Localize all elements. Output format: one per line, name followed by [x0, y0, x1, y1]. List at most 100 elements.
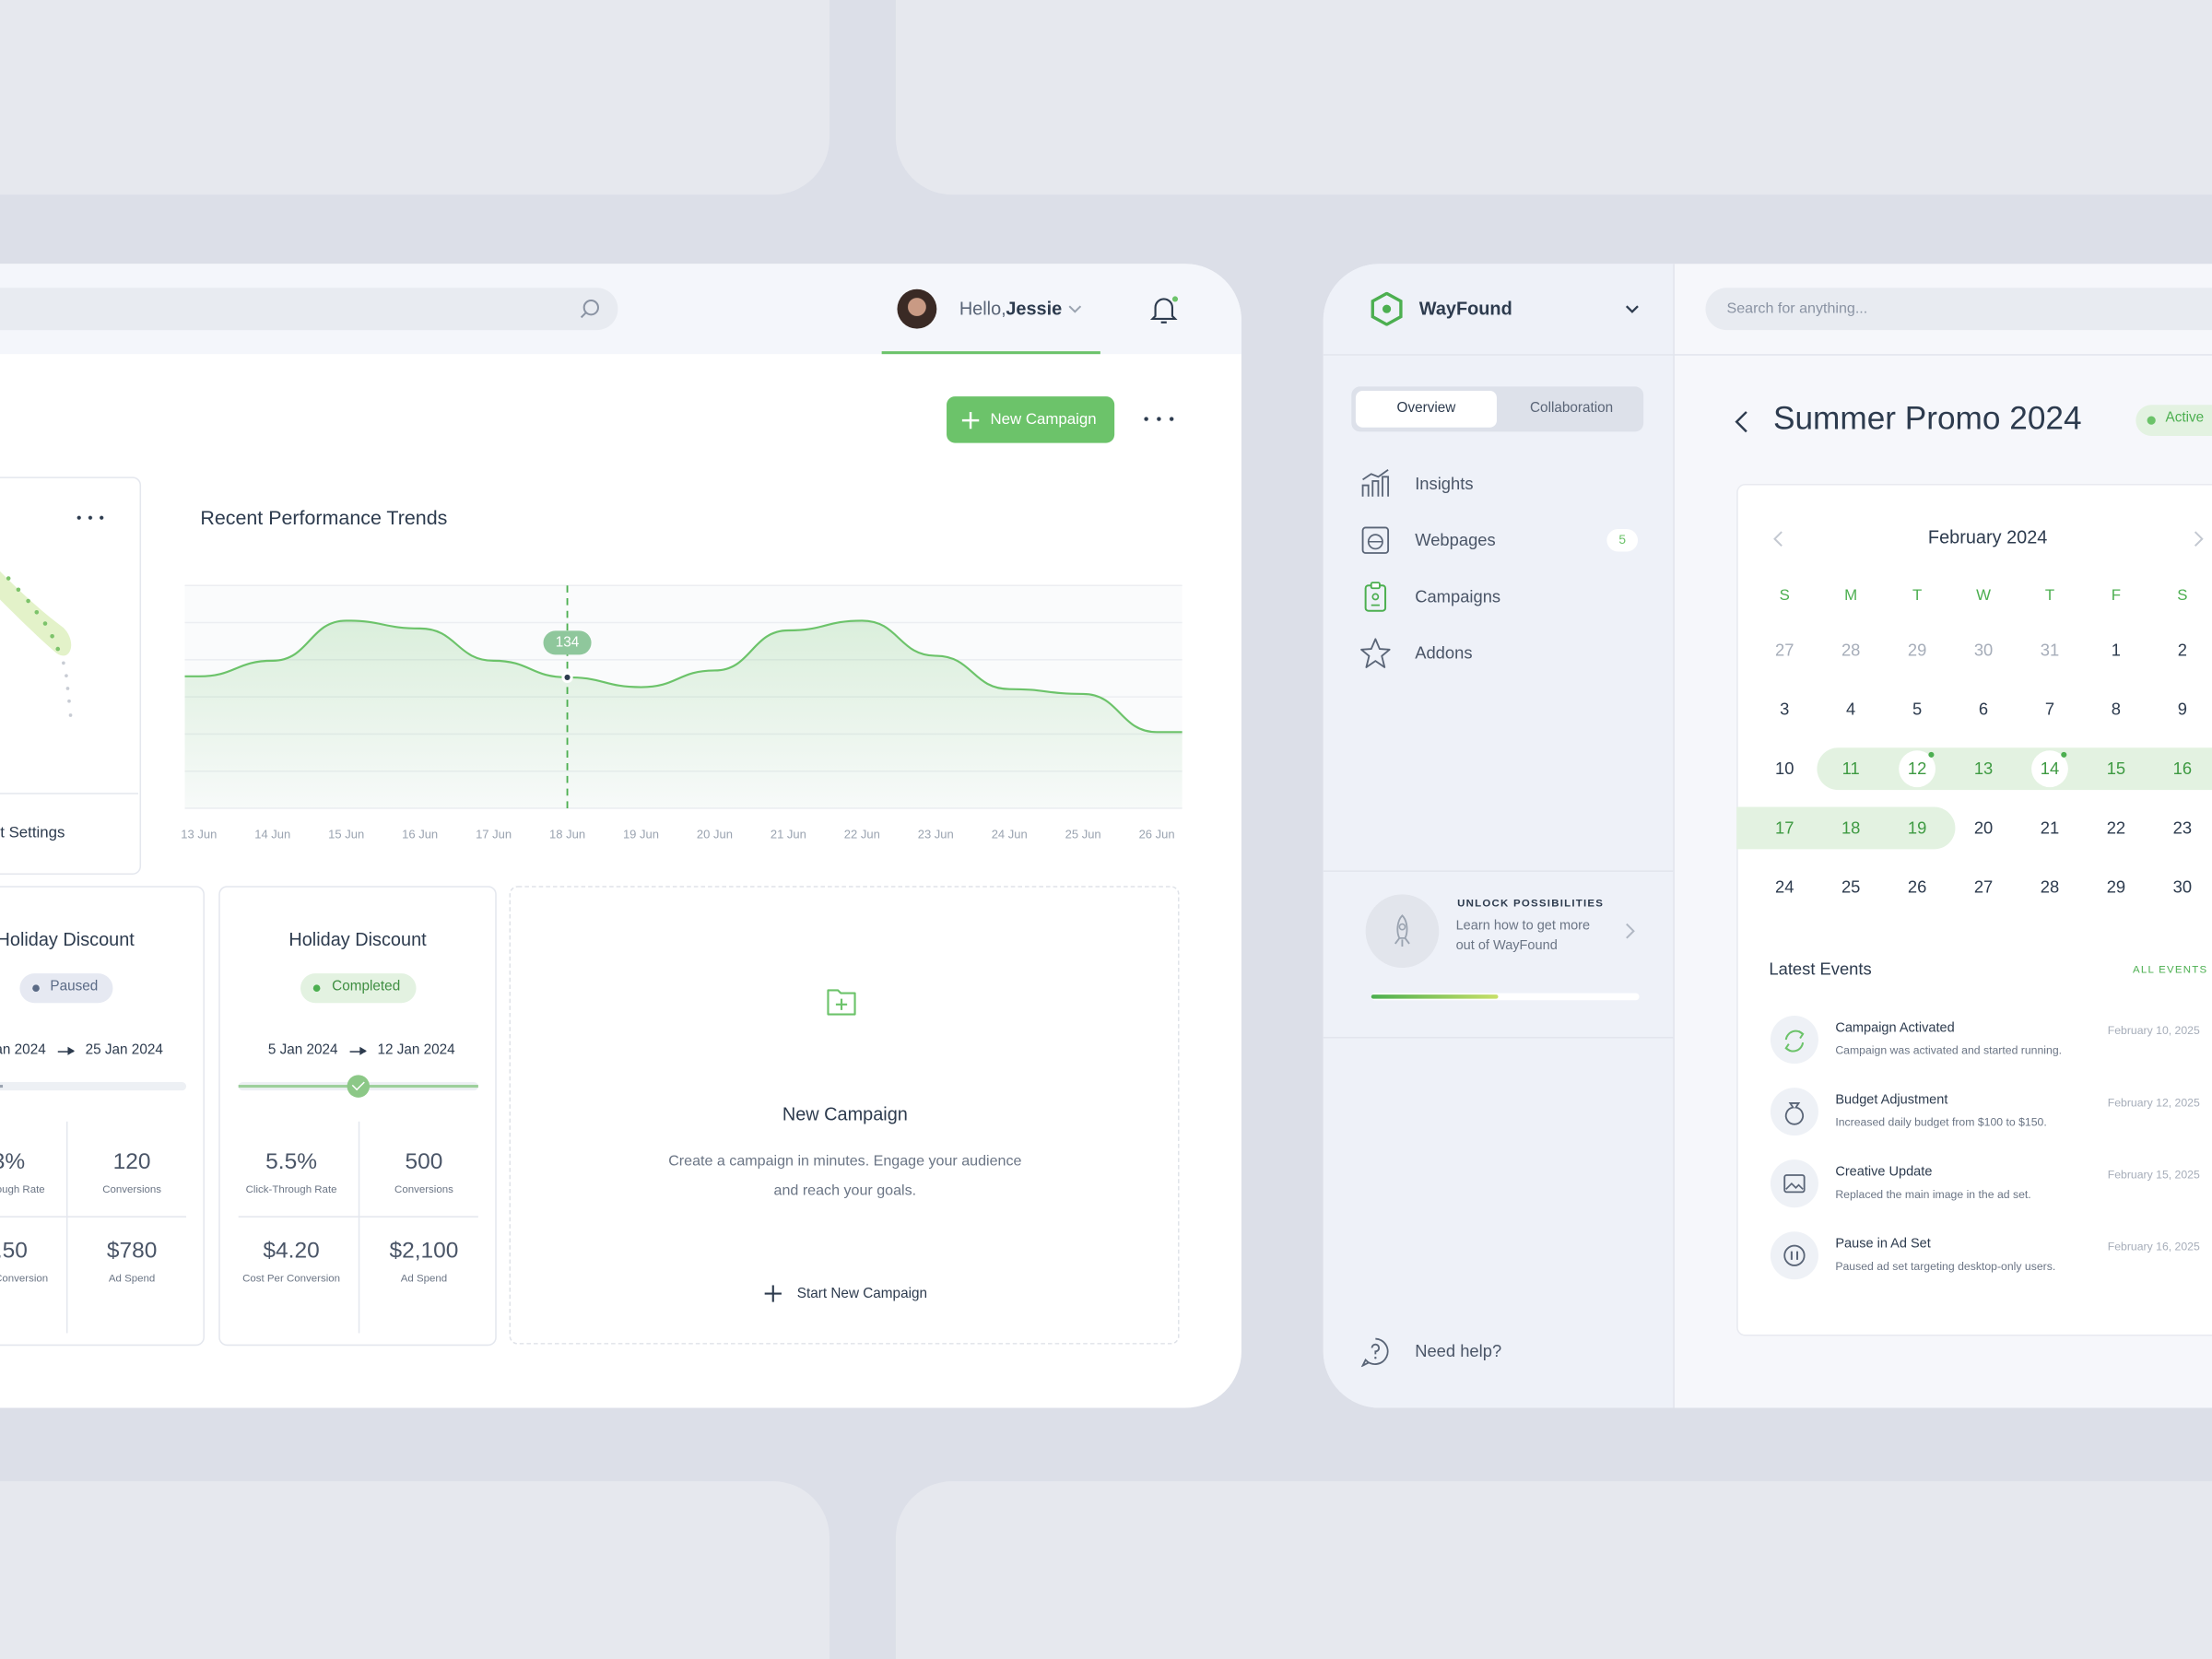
event-date: February 15, 2025 — [2107, 1168, 2200, 1182]
brand-chevron[interactable] — [1624, 302, 1641, 316]
button-label[interactable]: New Campaign — [990, 411, 1097, 429]
calendar-day[interactable]: 28 — [2040, 877, 2060, 898]
calendar-day[interactable]: 1 — [2111, 640, 2122, 661]
metric-value: 500 — [405, 1150, 443, 1175]
calendar-day[interactable]: 9 — [2177, 699, 2187, 720]
tab[interactable]: Overview — [1396, 400, 1456, 417]
calendar-day[interactable]: 11 — [1841, 759, 1860, 779]
x-tick-label: 19 Jun — [623, 828, 659, 841]
calendar-day[interactable]: 27 — [1973, 877, 1994, 898]
calendar-day[interactable]: 20 — [1973, 818, 1994, 838]
nav-item[interactable]: Campaigns — [1415, 586, 1501, 606]
promo-text: Learn how to get more out of WayFound — [1455, 918, 1591, 954]
calendar-day[interactable]: 30 — [1973, 640, 1994, 661]
card-title: New Campaign — [782, 1103, 908, 1125]
calendar-day[interactable]: 31 — [2040, 640, 2060, 661]
calendar-day[interactable]: 30 — [2172, 877, 2193, 898]
icon-part — [764, 1285, 782, 1302]
calendar-day[interactable]: 16 — [2172, 759, 2193, 779]
promo-chevron[interactable] — [1622, 921, 1636, 940]
tab[interactable]: Collaboration — [1529, 400, 1614, 417]
search-icon — [580, 300, 599, 319]
calendar-day[interactable]: 12 — [1907, 759, 1927, 779]
event-icon-bg — [1770, 1159, 1818, 1208]
all-events-link[interactable]: ALL EVENTS — [2133, 962, 2208, 976]
event-title[interactable]: Budget Adjustment — [1835, 1092, 1948, 1108]
tab-active[interactable] — [1355, 390, 1497, 428]
icon-part — [65, 674, 68, 677]
event-icon — [1783, 1174, 1806, 1194]
new-campaign-card[interactable] — [509, 886, 1180, 1345]
calendar-day[interactable]: 2 — [2177, 640, 2187, 661]
calendar-day[interactable]: 19 — [1907, 818, 1927, 838]
prev-month[interactable] — [1771, 529, 1785, 548]
calendar-day[interactable]: 8 — [2111, 699, 2122, 720]
bg-tile — [895, 1481, 2212, 1659]
status-label: Paused — [50, 979, 99, 995]
calendar-day[interactable]: 23 — [2172, 818, 2193, 838]
back-button[interactable] — [1733, 409, 1752, 435]
calendar-day[interactable]: 17 — [1775, 818, 1794, 838]
icon-part — [1370, 582, 1381, 590]
progress-knob — [346, 1075, 370, 1098]
icon-part — [1361, 526, 1390, 554]
addons-icon — [1360, 638, 1391, 668]
nav-item[interactable]: Insights — [1415, 473, 1474, 494]
calendar-day[interactable]: 29 — [1907, 640, 1927, 661]
help-link[interactable]: Need help? — [1415, 1341, 1502, 1361]
calendar-day[interactable]: 14 — [2040, 759, 2060, 779]
search-bar[interactable] — [0, 288, 618, 331]
notification-bell[interactable] — [1148, 293, 1180, 324]
icon-part — [1364, 584, 1387, 612]
brand-name: WayFound — [1418, 298, 1512, 320]
event-icon — [1783, 1244, 1806, 1266]
event-title[interactable]: Pause in Ad Set — [1835, 1236, 1931, 1253]
icon-part — [1626, 923, 1635, 939]
calendar-day[interactable]: 18 — [1841, 818, 1861, 838]
next-month[interactable] — [2191, 529, 2205, 548]
x-tick-label: 25 Jun — [1065, 828, 1101, 841]
nav-item[interactable]: Webpages — [1415, 530, 1496, 550]
icon-part — [1371, 593, 1380, 601]
calendar-day[interactable]: 26 — [1907, 877, 1927, 898]
x-tick-label: 21 Jun — [771, 828, 806, 841]
icon-part — [62, 661, 65, 665]
metric-value: 2.3% — [0, 1150, 26, 1175]
metric-divider — [0, 1216, 186, 1218]
weekday: S — [2177, 587, 2188, 605]
avatar[interactable] — [897, 288, 937, 329]
weekday: S — [1779, 587, 1790, 605]
icon-part — [582, 300, 599, 316]
event-title[interactable]: Creative Update — [1835, 1164, 1933, 1181]
calendar-day[interactable]: 22 — [2106, 818, 2126, 838]
icon-part — [1068, 305, 1082, 313]
card-action[interactable]: Start New Campaign — [796, 1286, 928, 1302]
search-placeholder[interactable]: Search for anything... — [1726, 300, 1868, 317]
calendar-day[interactable]: 28 — [1841, 640, 1861, 661]
event-title[interactable]: Campaign Activated — [1835, 1020, 1955, 1036]
more-menu[interactable] — [1139, 416, 1177, 422]
icon-part — [1784, 1030, 1805, 1053]
nav-item[interactable]: Addons — [1415, 642, 1473, 664]
calendar-day[interactable]: 3 — [1780, 699, 1790, 720]
calendar-day[interactable]: 27 — [1775, 640, 1794, 661]
calendar-day[interactable]: 15 — [2106, 759, 2126, 779]
calendar-day[interactable]: 4 — [1846, 699, 1856, 720]
calendar-day[interactable]: 5 — [1912, 699, 1923, 720]
calendar-day[interactable]: 13 — [1973, 759, 1994, 779]
icon-part — [1398, 923, 1406, 931]
calendar-day[interactable]: 21 — [2040, 818, 2060, 838]
calendar-day[interactable]: 24 — [1775, 877, 1794, 898]
calendar-day[interactable]: 25 — [1841, 877, 1861, 898]
calendar-day[interactable]: 29 — [2106, 877, 2126, 898]
card-menu[interactable] — [73, 514, 108, 521]
calendar-day[interactable]: 7 — [2044, 699, 2055, 720]
campaign-card[interactable] — [0, 886, 205, 1347]
user-name: Jessie — [1006, 298, 1063, 320]
user-menu-chevron[interactable] — [1066, 302, 1083, 316]
calendar-day[interactable]: 10 — [1775, 759, 1794, 779]
status-label: Completed — [332, 979, 401, 995]
calendar-day[interactable]: 6 — [1978, 699, 1989, 720]
icon-part — [55, 646, 61, 652]
search-bar[interactable] — [1705, 288, 2212, 331]
